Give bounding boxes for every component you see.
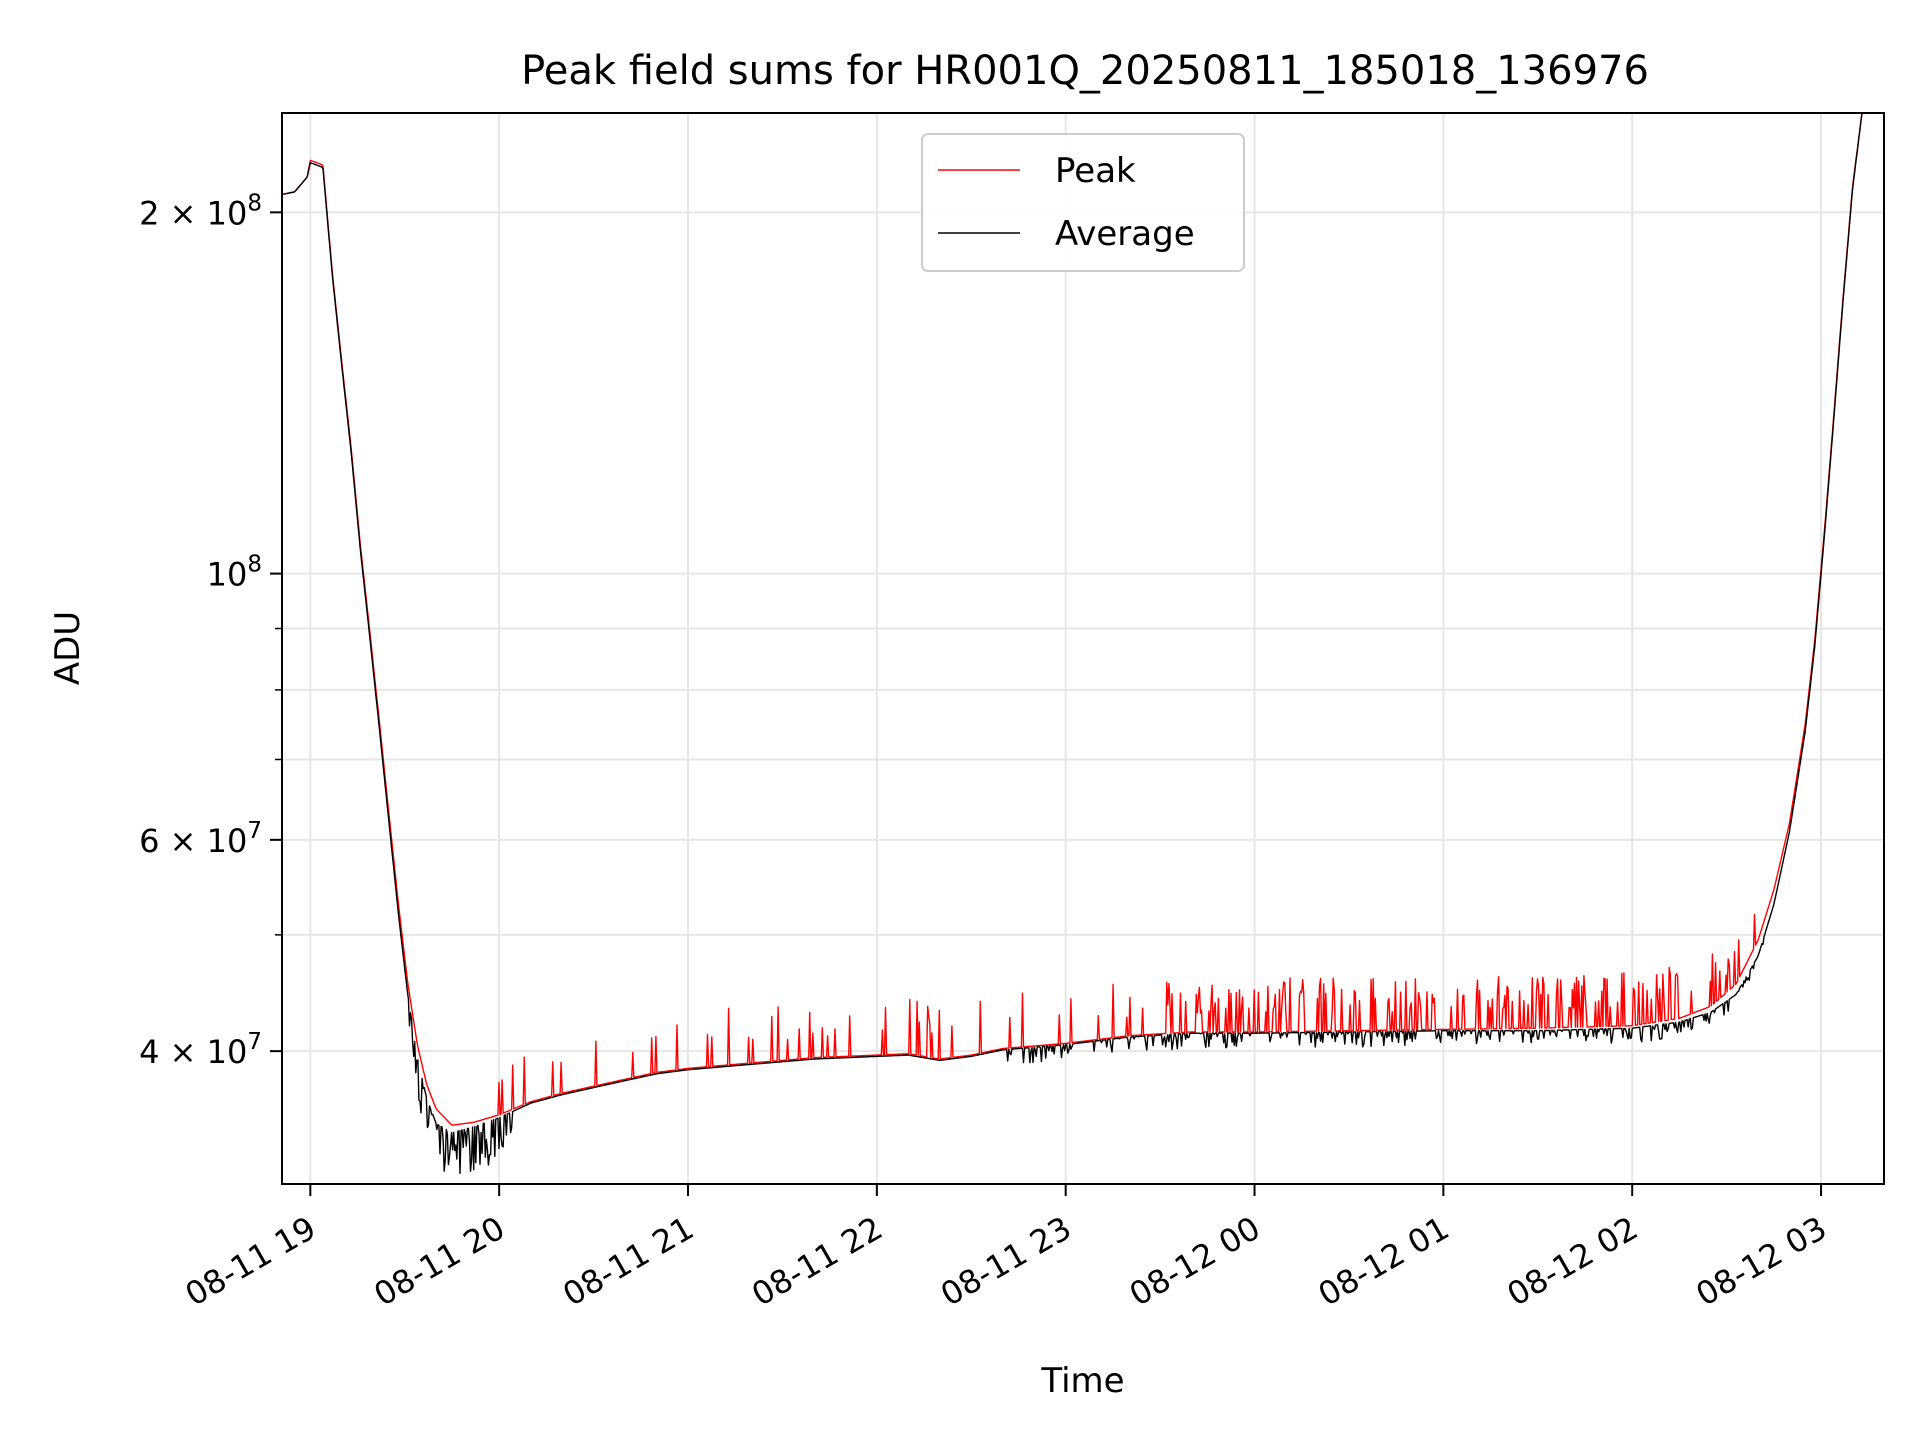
legend-label-average: Average (1055, 214, 1195, 254)
x-axis-label: Time (1040, 1361, 1124, 1401)
y-axis-label: ADU (48, 611, 88, 685)
series-layer (281, 112, 1863, 1175)
y-tick-label: 108 (207, 552, 262, 594)
y-tick-label: 4 × 107 (139, 1029, 262, 1071)
plot-area-frame (281, 112, 1885, 1185)
series-line-average (281, 112, 1863, 1175)
y-tick-label: 6 × 107 (139, 818, 262, 860)
legend: Peak Average (921, 133, 1245, 272)
legend-frame (921, 133, 1245, 272)
legend-label-peak: Peak (1055, 151, 1136, 191)
chart-title: Peak field sums for HR001Q_20250811_1850… (521, 48, 1649, 94)
y-tick-label: 2 × 108 (139, 190, 262, 232)
series-line-peak (281, 112, 1863, 1126)
